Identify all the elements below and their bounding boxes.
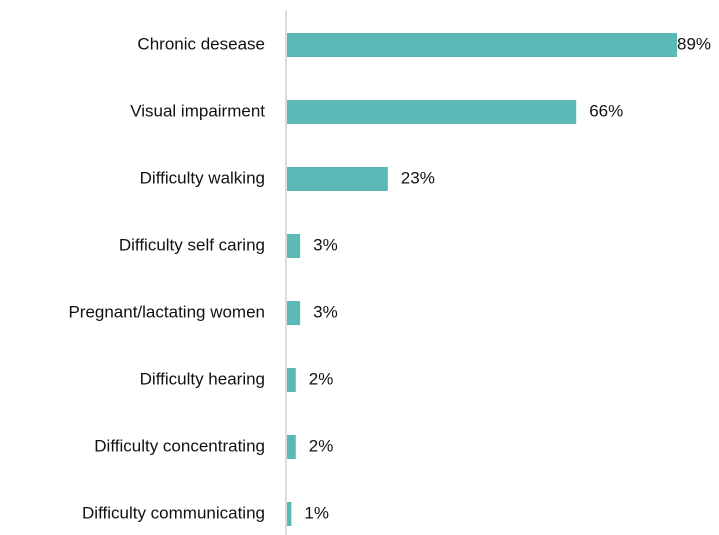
category-label: Chronic desease: [137, 34, 265, 53]
value-label: 23%: [401, 168, 435, 187]
value-label: 3%: [313, 302, 338, 321]
category-label: Difficulty communicating: [82, 503, 265, 522]
category-label: Difficulty self caring: [119, 235, 265, 254]
category-label: Difficulty hearing: [140, 369, 265, 388]
category-label: Pregnant/lactating women: [68, 302, 265, 321]
value-label: 89%: [677, 34, 711, 53]
value-label: 3%: [313, 235, 338, 254]
bar: [287, 435, 296, 459]
bar: [287, 100, 577, 124]
bar: [287, 167, 388, 191]
category-label: Visual impairment: [130, 101, 265, 120]
value-label: 66%: [589, 101, 623, 120]
category-label: Difficulty concentrating: [94, 436, 265, 455]
category-label: Difficulty walking: [140, 168, 265, 187]
bar: [287, 502, 292, 526]
value-label: 2%: [309, 369, 334, 388]
value-label: 1%: [304, 503, 329, 522]
bar: [287, 368, 296, 392]
bar: [287, 234, 301, 258]
value-label: 2%: [309, 436, 334, 455]
bar: [287, 301, 301, 325]
bar: [287, 33, 677, 57]
